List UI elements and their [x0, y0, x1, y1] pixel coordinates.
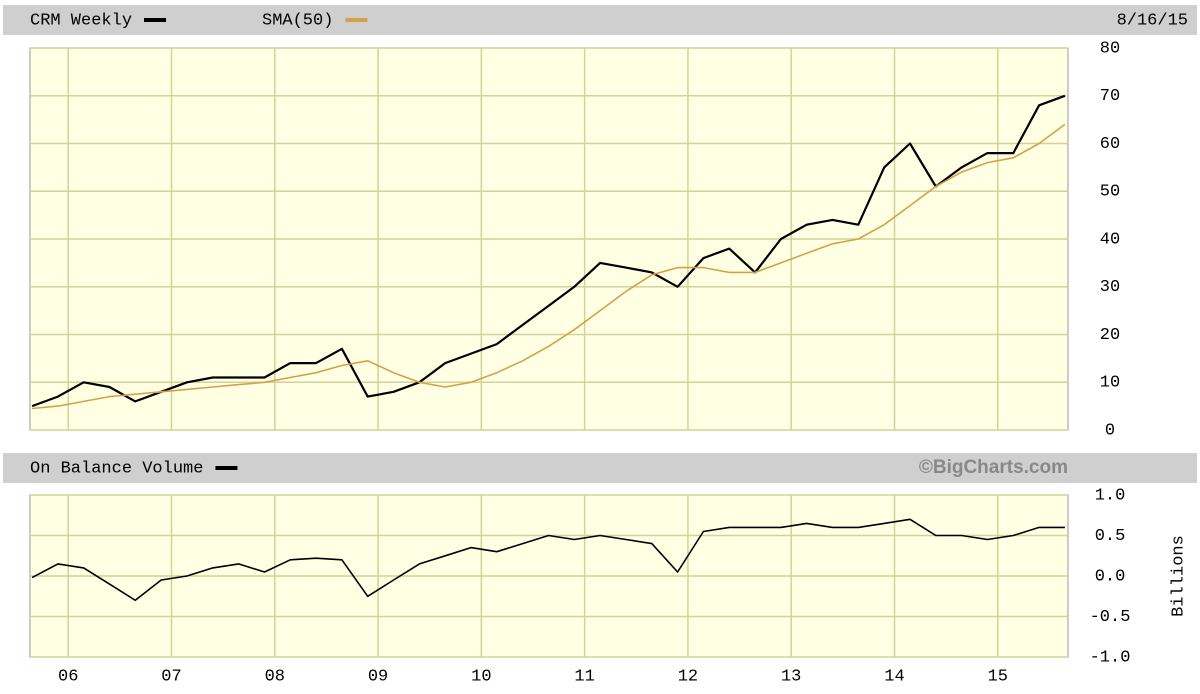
- x-tick-label: 13: [781, 667, 801, 686]
- y-tick-label: 40: [1100, 230, 1120, 249]
- x-tick-label: 12: [678, 667, 698, 686]
- series-line: [31, 94, 1066, 408]
- y-tick-label: 60: [1100, 135, 1120, 154]
- y-tick-label: 70: [1100, 87, 1120, 106]
- x-tick-label: 08: [265, 667, 285, 686]
- x-tick-label: 15: [988, 667, 1008, 686]
- legend-label: SMA(50): [262, 11, 333, 30]
- y-axis-label: Billions: [1169, 535, 1188, 617]
- x-tick-label: 06: [58, 667, 78, 686]
- y-tick-label: 0.5: [1095, 527, 1126, 546]
- y-tick-label: 50: [1100, 183, 1120, 202]
- x-tick-label: 14: [884, 667, 904, 686]
- y-tick-label: 80: [1100, 39, 1120, 58]
- date: 8/16/15: [1117, 11, 1188, 30]
- y-tick-label: 30: [1100, 278, 1120, 297]
- x-tick-label: 07: [161, 667, 181, 686]
- x-tick-label: 11: [574, 667, 594, 686]
- header-bar: [3, 453, 1197, 483]
- y-tick-label: -1.0: [1090, 648, 1131, 667]
- y-tick-label: 0.0: [1095, 567, 1126, 586]
- series-line: [31, 518, 1065, 602]
- x-tick-label: 09: [368, 667, 388, 686]
- x-tick-label: 10: [471, 667, 491, 686]
- y-tick-label: 0: [1105, 421, 1115, 440]
- legend-label: CRM Weekly: [30, 11, 132, 30]
- y-tick-label: 1.0: [1095, 486, 1126, 505]
- y-tick-label: 20: [1100, 326, 1120, 345]
- header-bar: [3, 5, 1197, 35]
- y-tick-label: -0.5: [1090, 608, 1131, 627]
- legend-label: On Balance Volume: [30, 459, 203, 478]
- y-tick-label: 10: [1100, 374, 1120, 393]
- credit: ©BigCharts.com: [919, 457, 1068, 478]
- series-line: [32, 123, 1066, 410]
